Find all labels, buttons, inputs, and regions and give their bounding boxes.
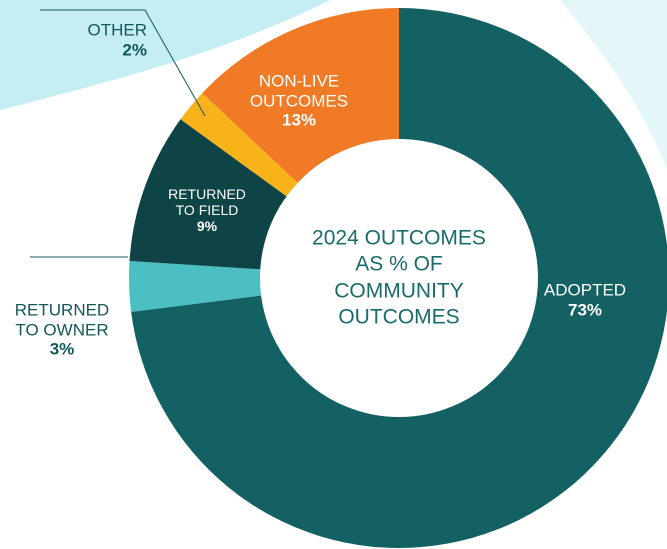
background-swoosh xyxy=(560,0,667,170)
background-swoosh xyxy=(0,0,330,110)
value-label: 3% xyxy=(49,339,75,359)
category-name: ADOPTED xyxy=(543,280,627,300)
value-label: 13% xyxy=(281,110,317,130)
slice-label: RETURNED TO OWNER 3% xyxy=(2,301,122,360)
chart-title: 2024 OUTCOMES AS % OF COMMUNITY OUTCOMES xyxy=(312,226,486,329)
value-label: 9% xyxy=(196,218,218,235)
category-name: RETURNED TO FIELD xyxy=(168,185,246,218)
value-label: 2% xyxy=(122,40,147,59)
donut-hole xyxy=(260,139,538,417)
category-name: OTHER xyxy=(87,20,148,40)
category-name: NON-LIVE OUTCOMES xyxy=(249,71,349,111)
leader-line xyxy=(40,9,206,117)
slice-label: ADOPTED 73% xyxy=(530,280,640,319)
category-name: RETURNED TO OWNER xyxy=(14,300,110,340)
slice-label: RETURNED TO FIELD 9% xyxy=(157,186,257,234)
slice-label: NON-LIVE OUTCOMES 13% xyxy=(249,72,349,131)
slice-label: OTHER 2% xyxy=(77,20,148,59)
value-label: 73% xyxy=(567,300,603,319)
